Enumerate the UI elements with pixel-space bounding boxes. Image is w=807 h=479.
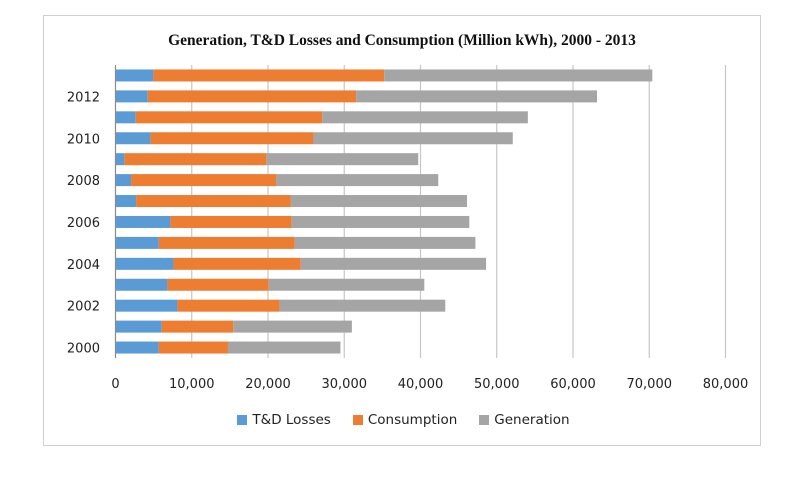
x-tick-label: 80,000: [703, 377, 749, 392]
x-tick-label: 10,000: [169, 377, 215, 392]
chart-title: Generation, T&D Losses and Consumption (…: [168, 32, 636, 49]
y-tick-label: 2008: [67, 174, 100, 189]
bar-t-d-losses-2010: [115, 132, 151, 145]
bar-generation-2005: [294, 236, 476, 249]
legend-label: T&D Losses: [252, 412, 331, 428]
legend-label: Consumption: [367, 412, 458, 428]
bar-consumption-2011: [135, 111, 323, 124]
bar-consumption-2003: [167, 278, 269, 291]
bar-t-d-losses-2008: [115, 174, 132, 187]
bar-consumption-2001: [161, 320, 234, 333]
bar-t-d-losses-2006: [115, 215, 171, 228]
bar-generation-2009: [266, 153, 419, 166]
bar-generation-2013: [384, 69, 653, 82]
bar-t-d-losses-2013: [115, 69, 154, 82]
gridlines: [191, 65, 727, 358]
bar-generation-2004: [300, 257, 487, 270]
legend-item: T&D Losses: [237, 412, 331, 428]
bar-generation-2003: [268, 278, 425, 291]
x-tick-label: 40,000: [398, 377, 444, 392]
bar-consumption-2005: [158, 236, 295, 249]
bar-generation-2011: [322, 111, 528, 124]
bar-consumption-2008: [131, 174, 277, 187]
bar-t-d-losses-2000: [115, 341, 159, 354]
legend: T&D Losses Consumption Generation: [0, 412, 807, 428]
bar-t-d-losses-2011: [115, 111, 136, 124]
y-tick-label: 2004: [67, 258, 100, 273]
bar-t-d-losses-2009: [115, 153, 125, 166]
bar-t-d-losses-2007: [115, 195, 137, 208]
legend-swatch: [352, 415, 363, 425]
bar-generation-2000: [227, 341, 341, 354]
x-tick-label: 50,000: [474, 377, 520, 392]
bar-generation-2001: [233, 320, 352, 333]
bar-consumption-2013: [153, 69, 385, 82]
bar-t-d-losses-2001: [115, 320, 162, 333]
bar-consumption-2009: [124, 153, 267, 166]
bar-generation-2012: [356, 90, 598, 103]
legend-item: Generation: [479, 412, 570, 428]
y-axis-ticks: 2000 2002 2004 2006 2008 2010 2012: [67, 90, 100, 356]
bar-t-d-losses-2012: [115, 90, 148, 103]
bar-generation-2002: [279, 299, 446, 312]
bar-consumption-2007: [136, 195, 291, 208]
legend-swatch: [237, 415, 248, 425]
x-tick-label: 20,000: [245, 377, 291, 392]
bar-consumption-2012: [147, 90, 357, 103]
x-tick-label: 60,000: [550, 377, 596, 392]
legend-label: Generation: [494, 412, 570, 428]
y-tick-label: 2012: [67, 90, 100, 105]
bar-consumption-2010: [150, 132, 314, 145]
bar-t-d-losses-2003: [115, 278, 168, 291]
bar-t-d-losses-2004: [115, 257, 174, 270]
bar-consumption-2006: [170, 215, 292, 228]
bar-consumption-2002: [177, 299, 280, 312]
bar-generation-2008: [276, 174, 439, 187]
legend-item: Consumption: [352, 412, 458, 428]
y-tick-label: 2010: [67, 132, 100, 147]
bar-generation-2007: [290, 195, 468, 208]
x-tick-label: 70,000: [627, 377, 673, 392]
y-tick-label: 2002: [67, 300, 100, 315]
bar-generation-2010: [313, 132, 513, 145]
bar-t-d-losses-2005: [115, 236, 159, 249]
x-tick-label: 30,000: [322, 377, 368, 392]
bar-t-d-losses-2002: [115, 299, 178, 312]
chart-area: [43, 15, 761, 446]
legend-swatch: [479, 415, 490, 425]
y-tick-label: 2000: [67, 342, 100, 357]
x-tick-label: 0: [111, 377, 119, 392]
y-tick-label: 2006: [67, 216, 100, 231]
bars: [115, 69, 653, 354]
bar-consumption-2004: [173, 257, 301, 270]
bar-consumption-2000: [158, 341, 228, 354]
x-axis-ticks: 0 10,000 20,000 30,000 40,000 50,000 60,000 70,…: [111, 377, 748, 392]
bar-generation-2006: [291, 215, 470, 228]
